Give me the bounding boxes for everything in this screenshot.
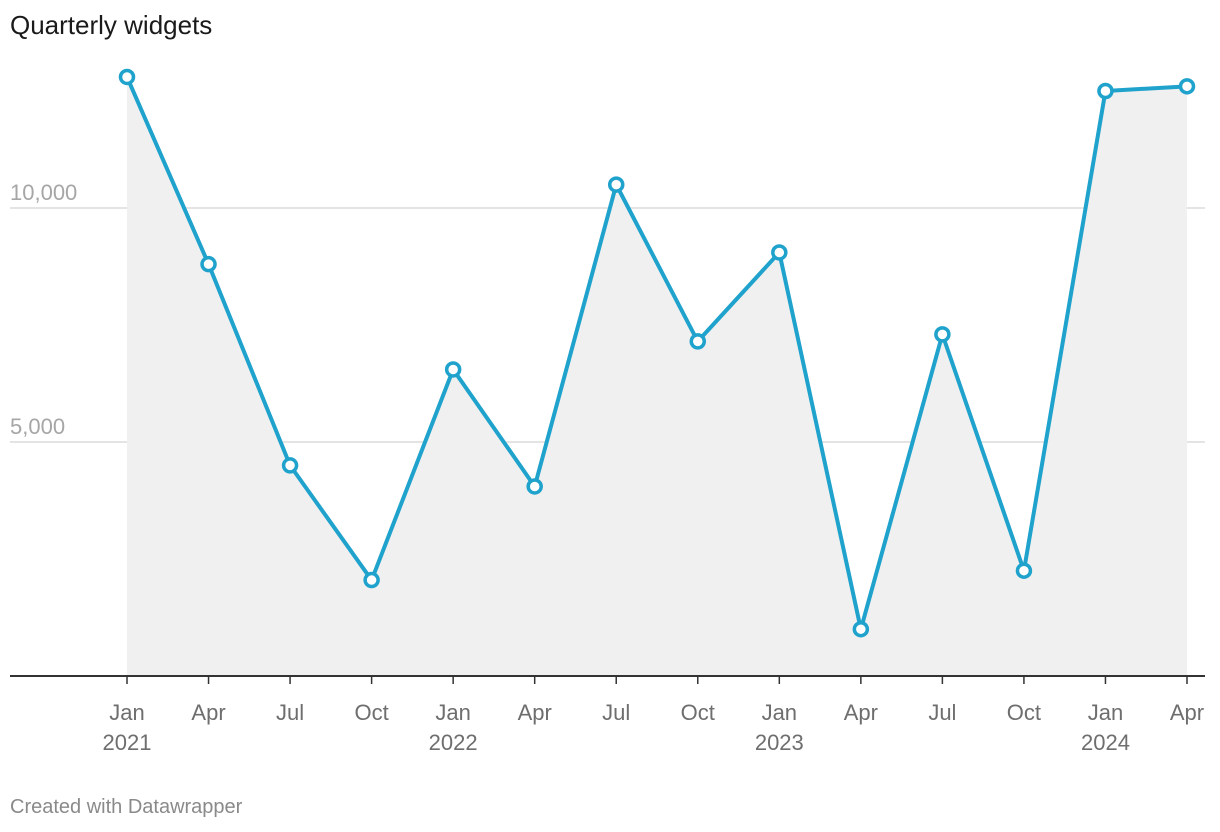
x-tick-label-month: Jan	[762, 700, 797, 725]
axis-layer: Jan 2021 Apr Jul Oct Jan 2022 Apr Jul Oct Jan 2023 A…	[10, 675, 1205, 755]
data-point	[526, 478, 543, 495]
x-tick-label-month: Jan	[1088, 700, 1123, 725]
footer-credit: Created with Datawrapper	[10, 796, 243, 818]
data-point	[1097, 82, 1114, 100]
x-tick-label-month: Oct	[1007, 700, 1041, 725]
x-tick-label-year: 2023	[755, 730, 804, 755]
data-point	[771, 244, 788, 261]
x-tick-label-month: Apr	[844, 700, 878, 725]
y-tick-label: 10,000	[10, 180, 77, 205]
data-point	[1015, 562, 1033, 579]
data-point	[363, 571, 380, 589]
x-tick-label-month: Oct	[681, 700, 715, 725]
x-tick-label-month: Jan	[435, 700, 470, 725]
x-tick-label-month: Jul	[276, 700, 304, 725]
x-tick-label-year: 2024	[1081, 730, 1130, 755]
area-fill	[127, 76, 1187, 676]
line-layer	[125, 74, 1189, 632]
y-tick-label: 5,000	[10, 414, 65, 439]
data-point	[118, 68, 136, 86]
x-tick-label-month: Apr	[1170, 700, 1204, 725]
marker-layer	[118, 68, 1196, 638]
x-tick-label-year: 2021	[103, 730, 152, 755]
x-tick-label-month: Jan	[109, 700, 144, 725]
x-tick-label-month: Oct	[354, 700, 388, 725]
x-tick-label-month: Jul	[602, 700, 630, 725]
x-tick-label-month: Jul	[928, 700, 956, 725]
data-point	[852, 620, 870, 638]
series-line	[125, 74, 1189, 632]
x-tick-label-month: Apr	[191, 700, 225, 725]
x-tick-label-month: Apr	[518, 700, 552, 725]
data-point	[200, 255, 217, 273]
data-point	[281, 457, 299, 474]
data-point	[934, 326, 951, 343]
x-tick-label-year: 2022	[429, 730, 478, 755]
data-point	[1178, 78, 1196, 95]
chart-title: Quarterly widgets	[10, 10, 213, 40]
area-layer	[127, 76, 1187, 676]
data-point	[607, 176, 625, 193]
data-point	[689, 333, 707, 350]
data-point	[444, 361, 462, 378]
